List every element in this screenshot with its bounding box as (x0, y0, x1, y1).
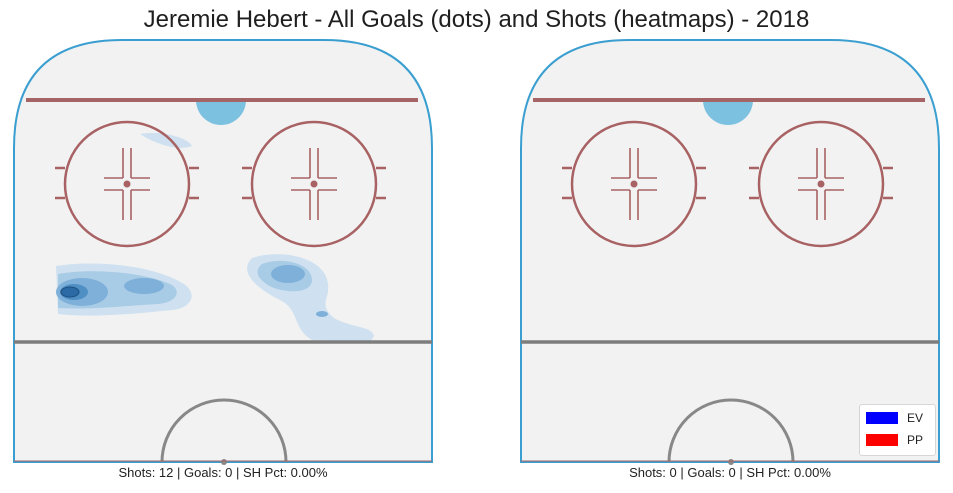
center-circle (667, 398, 795, 463)
heatmap-level-3 (271, 265, 305, 283)
caption-right: Shots: 0 | Goals: 0 | SH Pct: 0.00% (629, 465, 831, 480)
legend-swatch-ev (866, 412, 898, 424)
caption-left: Shots: 12 | Goals: 0 | SH Pct: 0.00% (118, 465, 328, 480)
faceoff-circle-left (55, 120, 199, 248)
rink-surface (520, 39, 940, 463)
chart-title: Jeremie Hebert - All Goals (dots) and Sh… (143, 6, 810, 33)
legend: EV PP (859, 404, 936, 456)
legend-entry-pp: PP (866, 432, 923, 448)
heatmap-level-3 (124, 278, 164, 294)
legend-label-pp: PP (907, 433, 924, 447)
heatmap-level-1 (140, 132, 192, 148)
shot-heatmap (56, 132, 374, 342)
center-circle (160, 398, 288, 463)
legend-entry-ev: EV (866, 410, 923, 426)
crease (703, 100, 753, 125)
crease (196, 100, 246, 125)
legend-swatch-pp (866, 434, 898, 446)
rink-right (520, 39, 940, 465)
rink-left (13, 39, 433, 465)
heatmap-level-5 (60, 286, 80, 298)
faceoff-circle-left (562, 120, 706, 248)
faceoff-circle-right (749, 120, 893, 248)
legend-label-ev: EV (907, 411, 924, 425)
rink-surface (13, 39, 433, 463)
heatmap-level-3 (316, 311, 328, 317)
faceoff-circle-right (242, 120, 386, 248)
